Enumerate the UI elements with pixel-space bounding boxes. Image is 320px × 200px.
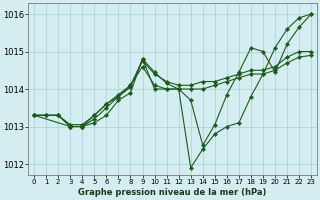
X-axis label: Graphe pression niveau de la mer (hPa): Graphe pression niveau de la mer (hPa): [78, 188, 267, 197]
